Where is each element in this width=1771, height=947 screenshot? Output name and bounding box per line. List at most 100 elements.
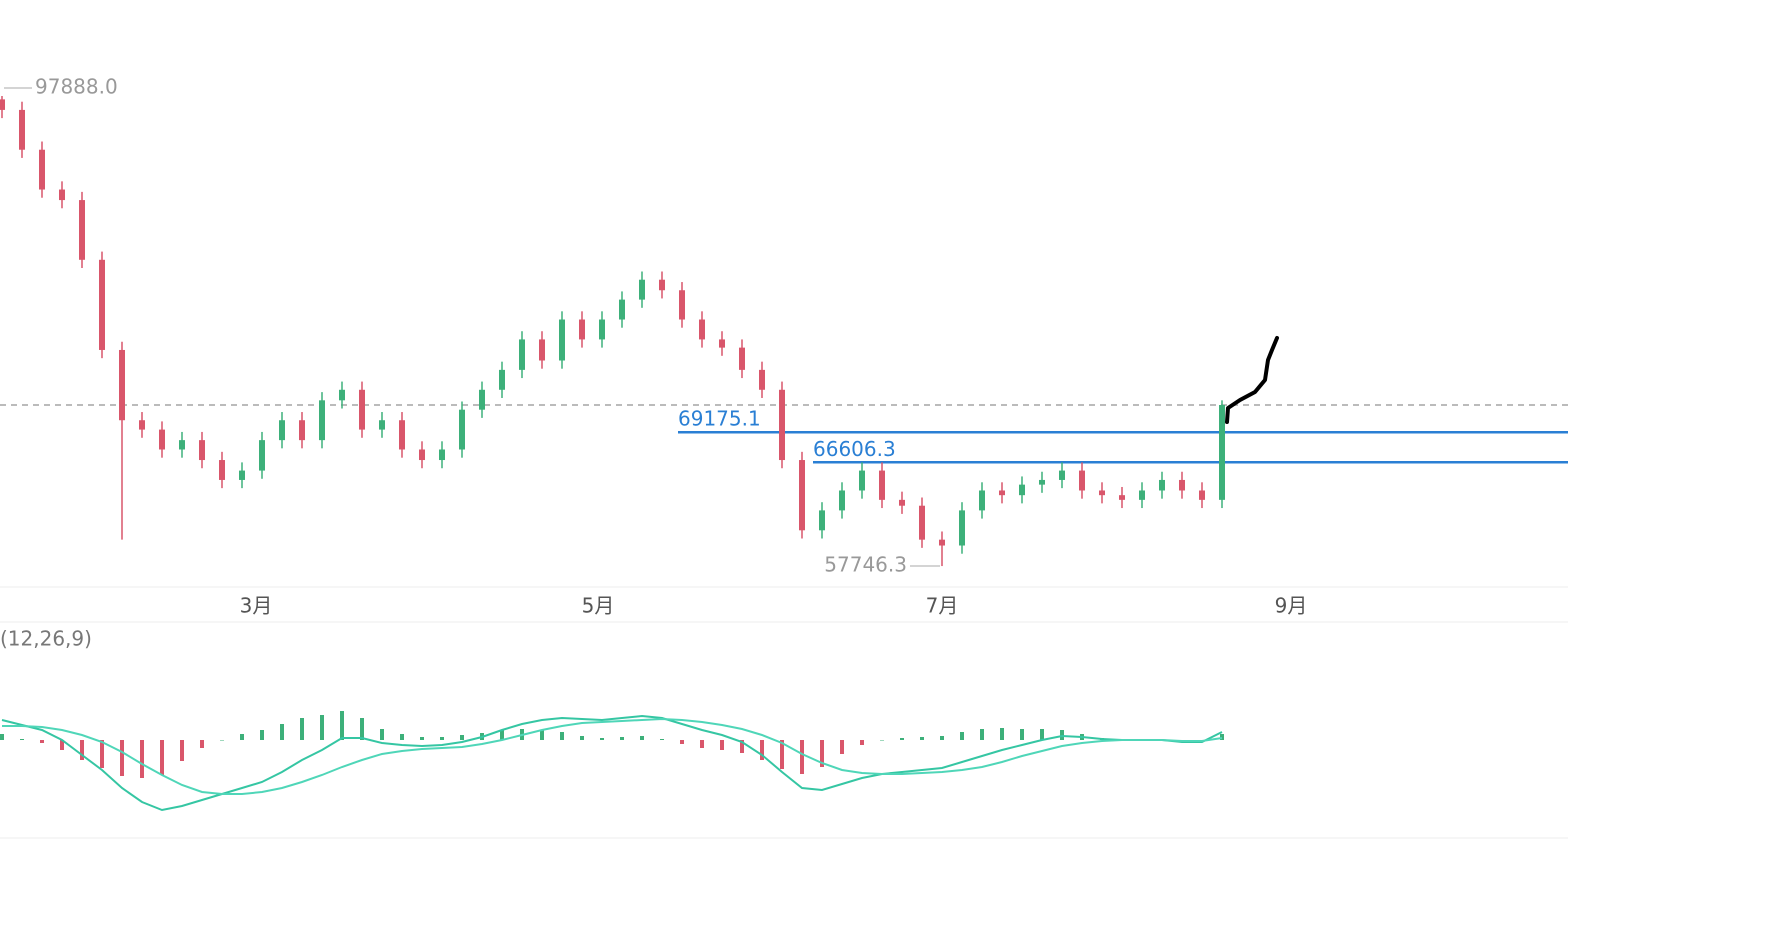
candle-body [479,389,485,410]
candle-body [19,109,25,150]
macd-histogram-bar [780,740,784,769]
x-tick-label: 3月 [240,594,273,618]
macd-histogram-bar [920,737,924,740]
macd-dif-line [1,714,1223,812]
candle-body [1039,479,1045,485]
macd-histogram-bar [380,729,384,740]
macd-histogram-bar [900,738,904,740]
macd-label: (12,26,9) [0,627,92,651]
candle-body [339,389,345,401]
candle-body [299,420,305,441]
candle-body [719,339,725,348]
candle-body [0,99,5,110]
candle-body [799,460,805,531]
macd-histogram-bar [440,737,444,740]
candle-body [919,505,925,540]
candle-body [399,420,405,450]
macd-histogram-bar [300,718,304,740]
candle-body [679,290,685,320]
macd-histogram-bar [160,740,164,775]
level-label: 69175.1 [678,407,761,431]
macd-histogram-bar [0,734,4,740]
candle-body [1199,490,1205,500]
candle-body [99,259,105,350]
candle-body [279,420,285,441]
candle-body [619,299,625,320]
candle-body [359,389,365,430]
macd-histogram-bar [860,740,864,745]
macd-histogram-bar [960,732,964,740]
macd-histogram-bar [220,740,224,741]
low-marker-label: 57746.3 [824,553,907,577]
candle-body [539,339,545,361]
macd-histogram-bar [500,730,504,740]
macd-histogram-bar [1040,729,1044,740]
candle-body [319,400,325,441]
candle-body [379,420,385,430]
candle-body [559,319,565,361]
macd-histogram-bar [660,739,664,740]
freehand-annotation [1225,336,1279,424]
macd-histogram-bar [880,740,884,741]
macd-histogram-bar [760,740,764,760]
macd-histogram-bar [540,730,544,740]
macd-histogram-bar [940,736,944,740]
candle-body [139,420,145,430]
candle-body [739,347,745,370]
macd-histogram-bar [340,711,344,740]
candle-body [979,490,985,511]
candle-body [759,369,765,390]
macd-histogram-bar [460,735,464,740]
macd-histogram-bar [1000,728,1004,740]
candle-body [1139,490,1145,500]
x-tick-label: 9月 [1275,594,1308,618]
macd-dea-line [2,717,1223,795]
candle-body [839,490,845,511]
macd-histogram-bar [120,740,124,776]
macd-histogram-bar [980,729,984,740]
candle-body [219,460,225,480]
candle-body [1059,470,1065,480]
macd-histogram-bar [20,739,24,740]
candle-body [899,499,905,506]
macd-histogram-bar [640,736,644,740]
candle-body [599,319,605,340]
macd-histogram-bar [180,740,184,761]
candle-body [179,440,185,450]
candle-body [939,539,945,546]
candle-body [59,189,65,201]
macd-histogram-bar [400,734,404,740]
macd-histogram-bar [680,740,684,744]
candle-body [259,440,265,471]
macd-histogram-bar [620,737,624,740]
macd-histogram-bar [80,740,84,760]
macd-histogram-bar [740,740,744,753]
candle-body [779,389,785,461]
candle-body [819,510,825,531]
plot: 3月 5月 7月 9月 69175.1 66606.3 97888.0 57746.3 [0,74,1568,812]
candle-body [1159,479,1165,491]
macd-histogram-bar [600,738,604,740]
candle-body [699,319,705,340]
candle-body [1179,479,1185,491]
macd-histogram-bar [280,724,284,740]
macd-histogram-bar [800,740,804,774]
candle-body [439,449,445,461]
candle-body [419,449,425,461]
candle-body [659,279,665,291]
candle-body [999,490,1005,496]
macd-histogram-bar [320,715,324,740]
candle-body [199,440,205,461]
macd-histogram-bar [560,732,564,740]
candle-body [1099,490,1105,496]
candle-body [239,470,245,480]
candle-body [1219,405,1225,500]
x-tick-label: 7月 [926,594,959,618]
macd-histogram-bar [360,718,364,740]
macd-histogram-bar [820,740,824,767]
candle-body [859,470,865,491]
macd-histogram-bar [720,740,724,750]
high-marker-label: 97888.0 [35,74,118,98]
